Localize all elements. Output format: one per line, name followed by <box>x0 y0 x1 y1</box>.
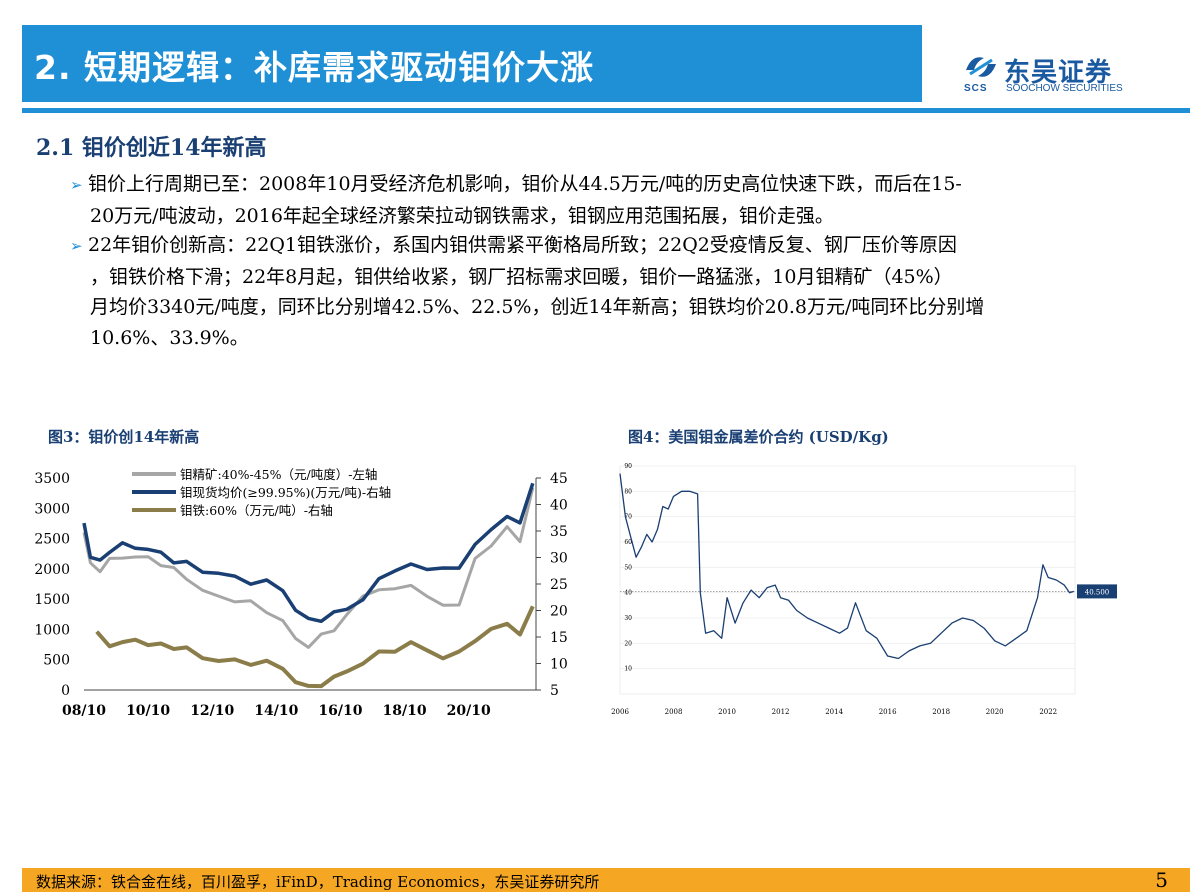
value-label-box <box>1077 584 1117 599</box>
x-axis-tick-label: 16/10 <box>318 703 362 719</box>
right-axis-tick-label: 40 <box>550 498 568 514</box>
header-rule <box>22 108 1190 113</box>
y-axis-tick-label: 60 <box>624 539 632 546</box>
cfd-price-line <box>619 473 1074 660</box>
legend-label-1: 钼精矿:40%-45%（元/吨度）-左轴 <box>180 467 377 482</box>
bullet-1-line-2: 20万元/吨波动，2016年起全球经济繁荣拉动钢铁需求，钼钢应用范围拓展，钼价走… <box>90 204 834 227</box>
left-axis-tick-label: 0 <box>61 683 70 699</box>
section-heading: 2.1 钼价创近14年新高 <box>36 135 267 161</box>
left-axis-tick-label: 3500 <box>34 471 70 487</box>
us-molybdenum-cfd-chart: 10 20 30 40 50 60 70 80 90 2006 2008 2010 2012 2014 20… <box>611 463 1117 716</box>
right-axis-tick-label: 30 <box>550 551 568 567</box>
left-axis-tick-label: 1500 <box>34 592 70 608</box>
page-number: 5 <box>1155 868 1168 892</box>
legend-label-2: 钼现货均价(≥99.95%)(万元/吨)-右轴 <box>180 485 391 500</box>
figure-3-caption: 图3：钼价创14年新高 <box>48 428 200 446</box>
right-axis-tick-label: 5 <box>550 683 559 699</box>
right-axis-tick-label: 45 <box>550 471 568 487</box>
x-axis-tick-label: 2010 <box>718 708 736 716</box>
x-axis-tick-label: 2014 <box>825 708 843 716</box>
right-axis-tick-label: 25 <box>550 577 568 593</box>
y-axis-tick-label: 30 <box>624 615 632 622</box>
title-bar: 2. 短期逻辑：补库需求驱动钼价大涨 <box>22 25 922 102</box>
value-label: 40.500 <box>1085 588 1110 596</box>
legend-label-3: 钼铁:60%（万元/吨）-右轴 <box>180 503 333 518</box>
y-axis-tick-label: 80 <box>624 488 632 495</box>
y-axis-tick-label: 70 <box>624 514 632 521</box>
bullet-2-line-3: 月均价3340元/吨度，同环比分别增42.5%、22.5%，创近14年新高；钼铁… <box>90 296 985 318</box>
bullet-2: ➢ 22年钼价创新高：22Q1钼铁涨价，系国内钼供需紧平衡格局所致；22Q2受疫情… <box>70 230 1130 353</box>
x-axis-tick-label: 2006 <box>611 708 629 716</box>
x-axis-tick-label: 2008 <box>665 708 683 716</box>
page-title: 2. 短期逻辑：补库需求驱动钼价大涨 <box>34 48 594 87</box>
x-axis-tick-label: 2022 <box>1039 708 1057 716</box>
x-axis-tick-label: 12/10 <box>190 703 234 719</box>
x-axis-tick-label: 2012 <box>772 708 790 716</box>
series-line-3 <box>95 605 535 689</box>
x-axis-tick-label: 14/10 <box>254 703 298 719</box>
y-axis-tick-label: 20 <box>624 640 632 647</box>
data-source-note: 数据来源：铁合金在线，百川盈孚，iFinD，Trading Economics，… <box>36 873 600 891</box>
logo-abbreviation: SCS <box>964 83 988 94</box>
right-axis-tick-label: 10 <box>550 657 568 673</box>
bullet-2-line-4: 10.6%、33.9%。 <box>90 326 249 349</box>
series-line-1 <box>82 487 535 649</box>
x-axis-tick-label: 18/10 <box>383 703 427 719</box>
left-axis-tick-label: 500 <box>43 653 70 669</box>
bullet-1-line-1: 钼价上行周期已至：2008年10月受经济危机影响，钼价从44.5万元/吨的历史高… <box>88 173 962 195</box>
molybdenum-price-chart: 0 500 1000 1500 2000 2500 3000 3500 5 10 15 20 25 30 3… <box>34 467 568 719</box>
right-axis-tick-label: 20 <box>550 604 568 620</box>
bullet-1: ➢ 钼价上行周期已至：2008年10月受经济危机影响，钼价从44.5万元/吨的历史… <box>70 169 1130 231</box>
bullet-arrow-icon: ➢ <box>70 176 83 194</box>
plot-area <box>619 465 1076 695</box>
figure-4-caption: 图4：美国钼金属差价合约 (USD/Kg) <box>628 428 889 446</box>
y-axis-tick-label: 90 <box>624 463 632 470</box>
x-axis-tick-label: 10/10 <box>126 703 170 719</box>
footer-bar: 数据来源：铁合金在线，百川盈孚，iFinD，Trading Economics，… <box>22 868 1190 892</box>
x-axis-tick-label: 08/10 <box>62 703 106 719</box>
logo-chinese-name: 东吴证券 <box>1004 58 1113 88</box>
right-axis-tick-label: 35 <box>550 524 568 540</box>
right-axis-tick-label: 15 <box>550 630 568 646</box>
x-axis-tick-label: 2016 <box>879 708 897 716</box>
y-axis-tick-label: 10 <box>624 666 632 673</box>
series-line-2 <box>82 482 535 624</box>
left-axis-tick-label: 2500 <box>34 532 70 548</box>
soochow-logo-icon <box>966 57 996 77</box>
left-axis-tick-label: 1000 <box>34 622 70 638</box>
bullet-arrow-icon: ➢ <box>70 237 83 255</box>
left-axis-tick-label: 3000 <box>34 501 70 517</box>
y-axis-tick-label: 50 <box>624 564 632 571</box>
bullet-2-line-1: 22年钼价创新高：22Q1钼铁涨价，系国内钼供需紧平衡格局所致；22Q2受疫情反… <box>88 234 957 256</box>
bullet-2-line-2: ，钼铁价格下滑；22年8月起，钼供给收紧，钢厂招标需求回暖，钼价一路猛涨，10月… <box>90 265 953 288</box>
logo-english-name: SOOCHOW SECURITIES <box>1006 83 1123 94</box>
y-axis-tick-label: 40 <box>624 590 632 597</box>
x-axis-tick-label: 20/10 <box>447 703 491 719</box>
x-axis-tick-label: 2018 <box>932 708 950 716</box>
x-axis-tick-label: 2020 <box>986 708 1004 716</box>
left-axis-tick-label: 2000 <box>34 562 70 578</box>
company-logo: 东吴证券 SCS SOOCHOW SECURITIES <box>962 52 1162 96</box>
